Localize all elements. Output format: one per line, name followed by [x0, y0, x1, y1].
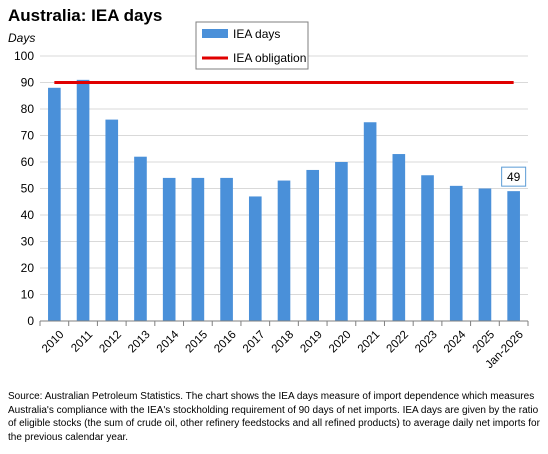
- x-tick-label: 2014: [155, 328, 182, 355]
- bar-2016: [220, 177, 233, 321]
- bar-2012: [105, 119, 119, 321]
- y-tick-label: 80: [21, 102, 35, 116]
- chart-title: Australia: IEA days: [8, 6, 163, 25]
- bar-2023: [421, 175, 434, 321]
- y-tick-label: 60: [21, 155, 35, 169]
- legend: IEA days IEA obligation: [195, 21, 309, 70]
- legend-swatch-bar: [202, 29, 228, 38]
- x-tick-label: 2015: [184, 329, 211, 356]
- x-tick-label: 2025: [471, 329, 498, 356]
- x-tick-label: 2022: [384, 329, 411, 356]
- y-tick-label: 90: [21, 76, 35, 90]
- y-tick-label: 100: [14, 49, 34, 63]
- y-tick-label: 70: [21, 129, 35, 143]
- x-tick-label: 2012: [97, 329, 124, 356]
- x-tick-label: 2010: [40, 329, 67, 356]
- bar-2024: [449, 185, 463, 321]
- bar-2010: [48, 87, 61, 321]
- x-tick-label: 2019: [298, 329, 325, 356]
- source-note: Source: Australian Petroleum Statistics.…: [8, 391, 540, 443]
- y-tick-label: 20: [21, 261, 35, 275]
- x-axis-ticks: 2010 2011 2012 2013 2014 2015 2016 2017 2018 2019…: [40, 328, 526, 371]
- data-label: 49: [507, 170, 521, 184]
- x-tick-label: 2024: [442, 328, 469, 355]
- bar-Jan-2026: [507, 191, 520, 321]
- bar-2019: [306, 169, 320, 321]
- y-tick-label: 10: [21, 288, 35, 302]
- x-axis: [39, 320, 529, 326]
- bar-2020: [335, 162, 348, 321]
- annotations: 49: [501, 166, 527, 187]
- x-tick-label: 2023: [413, 329, 440, 356]
- data-label-box: [501, 166, 527, 187]
- bar-2021: [363, 122, 377, 321]
- x-tick-label: 2016: [212, 329, 239, 356]
- x-tick-label: 2013: [126, 329, 153, 356]
- bar-2014: [162, 177, 176, 321]
- y-axis-ticks: 0 10 20 30 40 50 60 70 80 90 100: [14, 49, 34, 328]
- y-tick-label: 30: [21, 235, 35, 249]
- bar-2015: [191, 177, 205, 321]
- y-tick-label: 50: [21, 182, 35, 196]
- x-tick-label: 2018: [270, 329, 297, 356]
- bar-2013: [134, 156, 147, 321]
- bar-2011: [76, 79, 90, 321]
- bar-2017: [248, 196, 262, 321]
- bar-series: [48, 79, 520, 321]
- x-tick-label: 2011: [69, 329, 95, 355]
- y-tick-label: 40: [21, 208, 35, 222]
- y-tick-label: 0: [27, 314, 34, 328]
- x-tick-label: 2021: [356, 329, 383, 356]
- legend-label-line: IEA obligation: [233, 51, 306, 65]
- legend-label-bar: IEA days: [233, 27, 280, 41]
- y-unit-label: Days: [8, 31, 36, 45]
- x-tick-label: 2017: [241, 329, 268, 356]
- bar-2018: [277, 180, 291, 321]
- x-tick-label: 2020: [327, 329, 354, 356]
- bar-2022: [392, 154, 406, 321]
- bar-2025: [478, 188, 492, 321]
